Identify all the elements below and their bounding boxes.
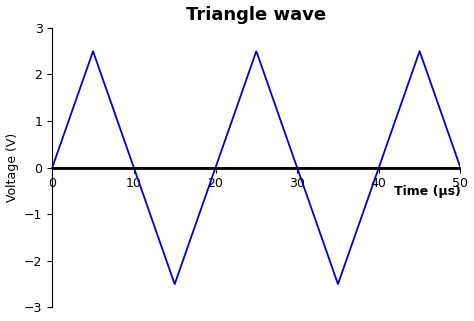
Title: Triangle wave: Triangle wave	[186, 5, 327, 23]
Y-axis label: Voltage (V): Voltage (V)	[6, 133, 18, 202]
Text: Time (μs): Time (μs)	[393, 185, 460, 198]
